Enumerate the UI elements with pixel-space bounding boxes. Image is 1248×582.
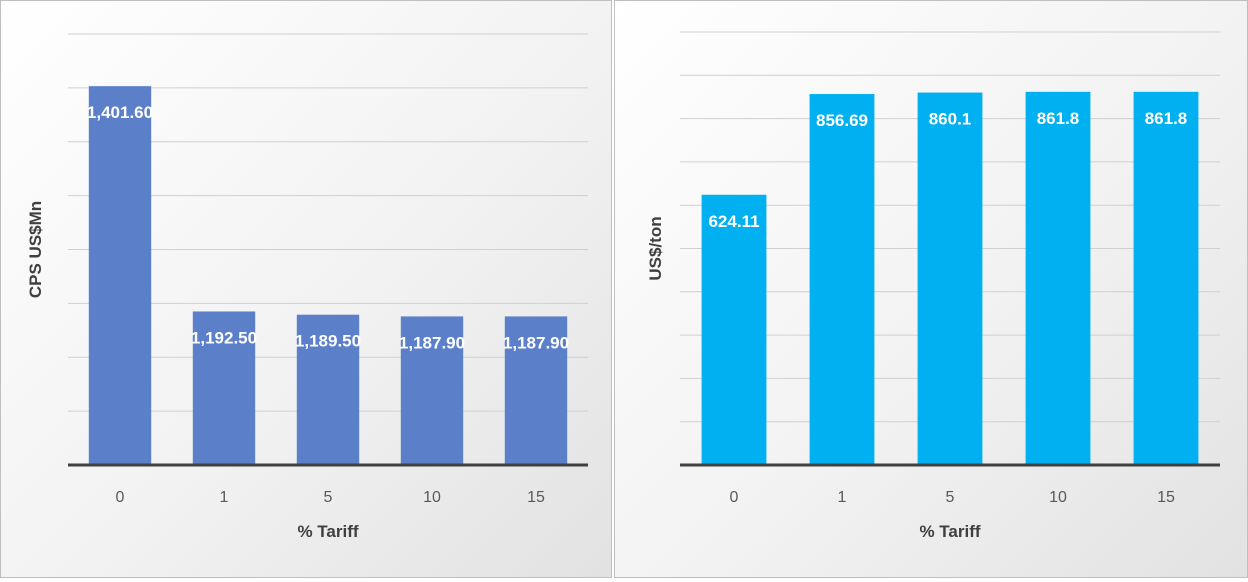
x-tick-label: 0: [116, 489, 125, 506]
grid-lines: [68, 33, 588, 412]
y-axis-label: US$/ton: [646, 216, 665, 280]
x-axis-label: % Tariff: [297, 522, 358, 541]
chart-panel-price: 624.11 856.69 860.1 861.8 861.8 0 1 5 10 15 % Ta…: [614, 0, 1248, 578]
data-label: 1,187.90: [503, 333, 569, 352]
bar: [701, 194, 767, 465]
x-tick-labels: 0 1 5 10 15: [116, 489, 545, 506]
bar: [88, 86, 152, 465]
x-tick-label: 15: [527, 489, 545, 506]
bar: [1133, 91, 1199, 465]
data-label: 1,189.50: [295, 332, 361, 351]
bars: [701, 91, 1199, 466]
grid-lines: [680, 31, 1220, 423]
y-axis-label: CPS US$Mn: [26, 201, 45, 298]
data-label: 624.11: [708, 212, 759, 231]
data-label: 861.8: [1145, 109, 1188, 128]
x-tick-label: 1: [838, 489, 847, 506]
x-axis-label: % Tariff: [919, 522, 980, 541]
x-tick-label: 15: [1157, 489, 1175, 506]
data-labels: 1,401.60 1,192.50 1,189.50 1,187.90 1,187.90: [87, 103, 569, 352]
data-label: 860.1: [929, 110, 972, 129]
x-tick-label: 10: [423, 489, 441, 506]
bar: [400, 316, 464, 465]
bar: [917, 92, 983, 466]
data-label: 861.8: [1037, 109, 1080, 128]
x-tick-label: 10: [1049, 489, 1067, 506]
data-label: 1,192.50: [191, 328, 257, 347]
bar: [296, 314, 360, 465]
data-labels: 624.11 856.69 860.1 861.8 861.8: [708, 109, 1187, 231]
x-tick-label: 5: [946, 489, 955, 506]
cps-bar-chart: 1,401.60 1,192.50 1,189.50 1,187.90 1,187.90…: [26, 33, 588, 541]
bars: [88, 86, 568, 465]
data-label: 856.69: [816, 111, 868, 130]
x-tick-labels: 0 1 5 10 15: [730, 489, 1175, 506]
x-tick-label: 1: [220, 489, 229, 506]
bar: [809, 94, 875, 466]
x-tick-label: 0: [730, 489, 739, 506]
chart-panel-cps: 1,401.60 1,192.50 1,189.50 1,187.90 1,187.90…: [0, 0, 612, 578]
data-label: 1,187.90: [399, 333, 465, 352]
x-tick-label: 5: [324, 489, 333, 506]
bar: [1025, 91, 1091, 465]
data-label: 1,401.60: [87, 103, 153, 122]
bar: [192, 311, 256, 465]
bar: [504, 316, 568, 465]
